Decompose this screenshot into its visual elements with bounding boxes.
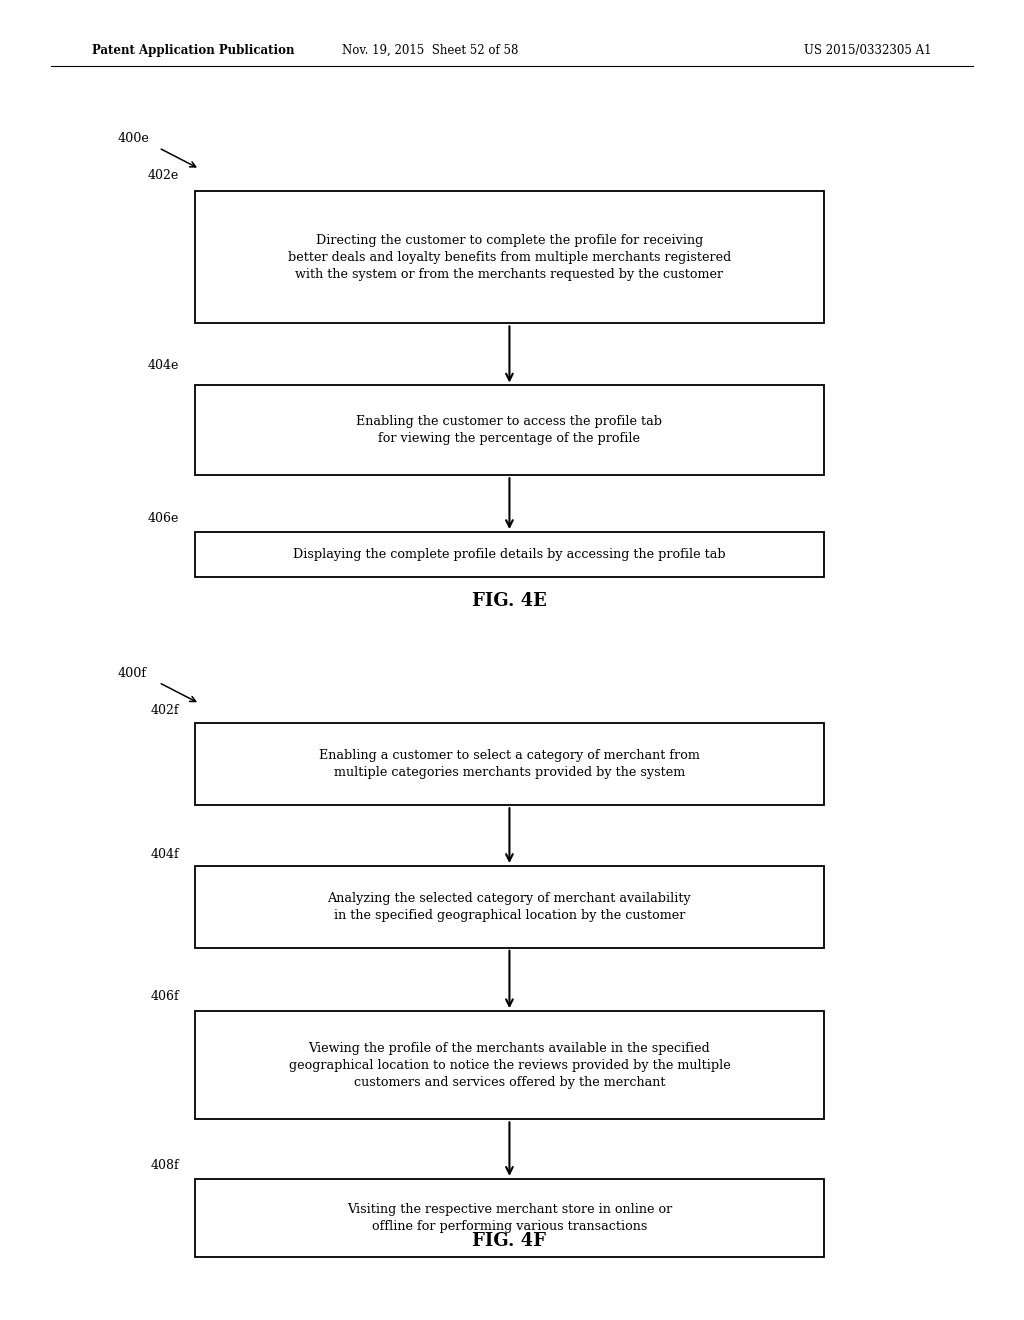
Text: Nov. 19, 2015  Sheet 52 of 58: Nov. 19, 2015 Sheet 52 of 58 — [342, 44, 518, 57]
Bar — [195, 385, 824, 475]
Bar — [195, 723, 824, 805]
Text: Displaying the complete profile details by accessing the profile tab: Displaying the complete profile details … — [293, 548, 726, 561]
Text: Visiting the respective merchant store in online or
offline for performing vario: Visiting the respective merchant store i… — [347, 1203, 672, 1233]
Text: FIG. 4F: FIG. 4F — [472, 1232, 546, 1250]
Text: 404f: 404f — [151, 847, 179, 861]
Text: Patent Application Publication: Patent Application Publication — [92, 44, 295, 57]
Text: 402e: 402e — [147, 169, 179, 182]
Text: 404e: 404e — [147, 359, 179, 372]
Text: US 2015/0332305 A1: US 2015/0332305 A1 — [804, 44, 932, 57]
Bar — [195, 532, 824, 577]
Text: Analyzing the selected category of merchant availability
in the specified geogra: Analyzing the selected category of merch… — [328, 892, 691, 921]
Text: 406e: 406e — [147, 512, 179, 525]
Text: 400f: 400f — [118, 667, 146, 680]
Text: Enabling the customer to access the profile tab
for viewing the percentage of th: Enabling the customer to access the prof… — [356, 416, 663, 445]
Text: 402f: 402f — [151, 704, 179, 717]
Text: 408f: 408f — [151, 1159, 179, 1172]
Bar — [195, 1011, 824, 1119]
Text: Enabling a customer to select a category of merchant from
multiple categories me: Enabling a customer to select a category… — [319, 750, 699, 779]
Text: 400e: 400e — [118, 132, 150, 145]
Text: 406f: 406f — [151, 990, 179, 1003]
Bar — [195, 1179, 824, 1257]
Text: Viewing the profile of the merchants available in the specified
geographical loc: Viewing the profile of the merchants ava… — [289, 1041, 730, 1089]
Text: FIG. 4E: FIG. 4E — [472, 591, 546, 610]
Bar — [195, 866, 824, 948]
Bar — [195, 191, 824, 323]
Text: Directing the customer to complete the profile for receiving
better deals and lo: Directing the customer to complete the p… — [288, 234, 731, 281]
